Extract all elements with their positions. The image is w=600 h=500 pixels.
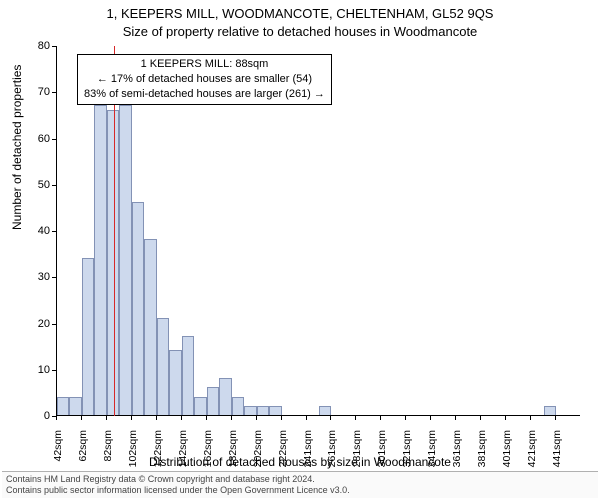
histogram-bar [57,397,69,416]
histogram-bar [169,350,181,415]
histogram-bar [244,406,256,415]
histogram-bar [544,406,556,415]
chart-container: 1, KEEPERS MILL, WOODMANCOTE, CHELTENHAM… [0,0,600,500]
chart-title-sub: Size of property relative to detached ho… [0,24,600,39]
plot-area: 1 KEEPERS MILL: 88sqm← 17% of detached h… [56,46,580,416]
histogram-bar [157,318,169,415]
histogram-bar [144,239,156,415]
x-tick-mark [330,416,331,420]
x-tick-mark [206,416,207,420]
x-tick-mark [555,416,556,420]
x-tick-mark [256,416,257,420]
x-tick-mark [81,416,82,420]
histogram-bar [219,378,231,415]
x-tick-mark [530,416,531,420]
histogram-bar [132,202,144,415]
x-tick-mark [281,416,282,420]
x-tick-mark [455,416,456,420]
histogram-bar [232,397,244,416]
histogram-bar [119,105,131,415]
histogram-bar [269,406,281,415]
annotation-box: 1 KEEPERS MILL: 88sqm← 17% of detached h… [77,54,332,105]
x-tick-mark [156,416,157,420]
x-tick-mark [380,416,381,420]
y-tick-label: 80 [22,40,50,52]
chart-title-main: 1, KEEPERS MILL, WOODMANCOTE, CHELTENHAM… [0,6,600,21]
x-tick-mark [306,416,307,420]
x-tick-mark [231,416,232,420]
histogram-bar [69,397,81,416]
x-tick-mark [505,416,506,420]
histogram-bar [207,387,219,415]
histogram-bar [94,105,106,415]
x-tick-mark [405,416,406,420]
x-tick-mark [430,416,431,420]
x-tick-mark [355,416,356,420]
footer-line-2: Contains public sector information licen… [6,485,594,496]
annotation-line: ← 17% of detached houses are smaller (54… [84,72,325,87]
y-tick-label: 40 [22,225,50,237]
y-tick-label: 60 [22,133,50,145]
y-tick-label: 30 [22,271,50,283]
y-tick-label: 20 [22,318,50,330]
y-tick-label: 10 [22,364,50,376]
footer-attribution: Contains HM Land Registry data © Crown c… [2,471,598,499]
x-tick-mark [131,416,132,420]
x-tick-mark [181,416,182,420]
histogram-bar [194,397,206,416]
histogram-bar [107,110,119,415]
histogram-bar [82,258,94,415]
histogram-bar [182,336,194,415]
histogram-bar [319,406,331,415]
y-tick-label: 70 [22,86,50,98]
annotation-line: 1 KEEPERS MILL: 88sqm [84,57,325,72]
y-tick-label: 50 [22,179,50,191]
x-axis-label: Distribution of detached houses by size … [0,455,600,469]
footer-line-1: Contains HM Land Registry data © Crown c… [6,474,594,485]
x-tick-mark [480,416,481,420]
x-tick-mark [106,416,107,420]
x-tick-mark [56,416,57,420]
histogram-bar [257,406,269,415]
annotation-line: 83% of semi-detached houses are larger (… [84,87,325,102]
y-tick-label: 0 [22,410,50,422]
